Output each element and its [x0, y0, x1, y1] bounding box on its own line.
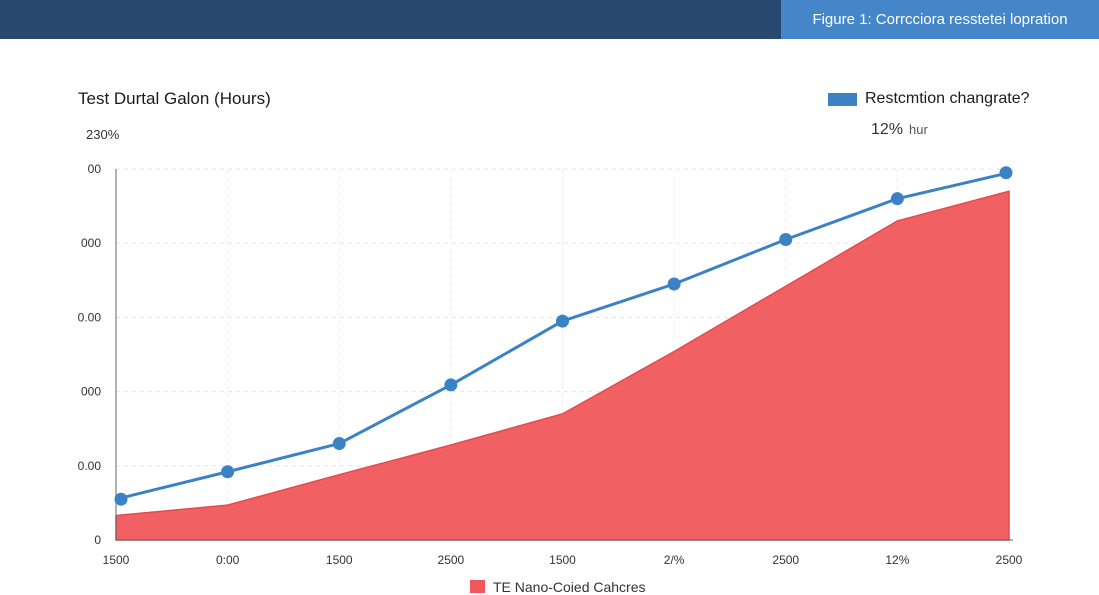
axes: [115, 169, 1013, 541]
x-axis-ticks: 1500 0:00 1500 2500 1500 2/% 2500 12% 2500: [103, 553, 1023, 567]
y-axis-top-label: 230%: [86, 127, 120, 142]
x-tick-label: 2500: [996, 553, 1023, 567]
legend-swatch-area: [470, 580, 485, 594]
x-tick-label: 12%: [885, 553, 909, 567]
line-point: [999, 166, 1013, 180]
line-point: [221, 465, 235, 479]
legend-label-area: TE Nano-Coied Cahcres: [493, 578, 646, 595]
legend-line-series: Restcmtion changrate?: [828, 90, 1030, 108]
line-point: [556, 314, 569, 328]
legend-swatch-line: [828, 92, 857, 106]
y-tick-label: 000: [81, 236, 101, 250]
x-tick-label: 1500: [326, 553, 353, 567]
x-tick-label: 2500: [772, 553, 799, 567]
area-series: [115, 190, 1010, 541]
line-point: [114, 492, 128, 506]
legend-sub-value: 12%: [871, 121, 904, 138]
line-point: [890, 192, 904, 206]
x-tick-label: 2500: [438, 553, 465, 567]
area-fill: [115, 190, 1010, 541]
legend-sub-unit: hur: [909, 122, 928, 137]
legend-label-line: Restcmtion changrate?: [865, 90, 1030, 107]
x-tick-label: 0:00: [216, 553, 240, 567]
figure-label: Figure 1: Corrcciora resstetei lopration: [781, 0, 1099, 39]
y-tick-label: 00: [88, 162, 102, 176]
y-tick-label: 0.00: [78, 459, 102, 473]
x-tick-label: 1500: [103, 553, 130, 567]
line-points: [114, 166, 1013, 506]
y-tick-label: 0.00: [78, 310, 102, 324]
line-point: [332, 437, 346, 451]
legend-area-series: TE Nano-Coied Cahcres: [470, 578, 646, 595]
line-point: [779, 232, 793, 246]
chart-title: Test Durtal Galon (Hours): [78, 89, 271, 108]
x-tick-label: 1500: [549, 553, 576, 567]
x-tick-label: 2/%: [664, 553, 685, 567]
line-point: [444, 378, 458, 392]
y-tick-label: 000: [81, 385, 101, 399]
legend-sub-readout: 12% hur: [871, 121, 928, 139]
line-point: [667, 277, 681, 291]
y-tick-label: 0: [94, 533, 101, 547]
